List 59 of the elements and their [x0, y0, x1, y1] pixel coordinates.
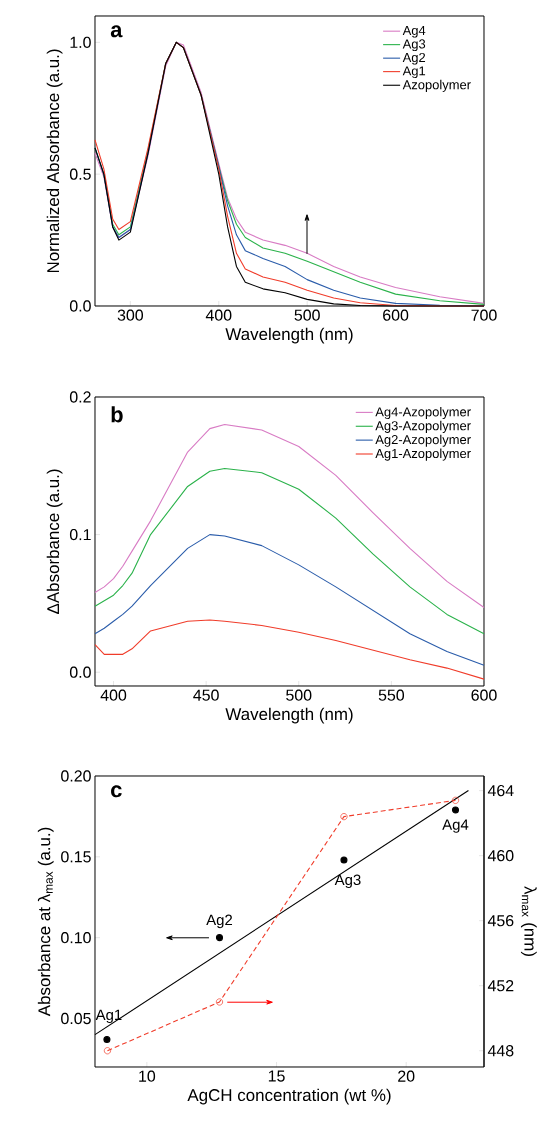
- y2-tick-label: 448: [487, 1045, 514, 1057]
- y-tick-label: 0.0: [69, 666, 91, 678]
- legend-label: Ag1: [402, 66, 426, 79]
- point: [451, 806, 460, 814]
- legend-label: Ag4: [402, 25, 426, 38]
- y2-tick-label: 456: [487, 915, 514, 927]
- x-tick-label: 550: [378, 689, 405, 701]
- x-tick-label: 20: [398, 1070, 415, 1082]
- point: [340, 856, 348, 864]
- y2-tick-label: 460: [487, 850, 514, 862]
- point: [103, 1047, 111, 1055]
- y-tick-label: 0.10: [61, 932, 91, 944]
- point: [103, 1035, 111, 1044]
- y-axis-title: Normalized Absorbance (a.u.): [46, 49, 63, 273]
- point: [215, 934, 224, 942]
- y2-tick-label: 464: [487, 784, 514, 797]
- x-tick-label: 450: [193, 689, 219, 701]
- y-tick-label: 0.05: [61, 1012, 91, 1025]
- y-tick-label: 1.0: [70, 36, 91, 48]
- y2-axis-title: λ$_{max}$ (nm): [520, 886, 537, 956]
- x-axis-title: Wavelength (nm): [225, 327, 353, 344]
- annotation: a: [110, 25, 123, 38]
- x-axis-title: Wavelength (nm): [225, 707, 353, 724]
- x-tick-label: 600: [383, 309, 409, 321]
- x-tick-label: 10: [139, 1070, 156, 1082]
- legend-label: Ag4-Azopolymer: [375, 406, 471, 420]
- y-tick-label: 0.0: [69, 300, 91, 312]
- y-tick-label: 0.1: [69, 528, 91, 541]
- point: [340, 813, 348, 821]
- legend-label: Ag2: [402, 52, 426, 65]
- annotation: b: [111, 406, 123, 423]
- y-tick-label: 0.15: [61, 851, 91, 863]
- x-tick-label: 15: [268, 1070, 285, 1082]
- legend-label: Ag2-Azopolymer: [375, 434, 471, 447]
- y-tick-label: 0.20: [61, 770, 91, 782]
- legend-label: Ag1-Azopolymer: [375, 448, 471, 461]
- annotation: Ag1: [95, 1009, 122, 1024]
- x-tick-label: 500: [294, 309, 320, 321]
- x-tick-label: 700: [471, 309, 497, 321]
- x-axis-title: AgCH concentration (wt %): [187, 1088, 391, 1105]
- point: [215, 998, 224, 1006]
- annotation: Ag3: [334, 874, 361, 889]
- annotation: Ag2: [206, 914, 233, 929]
- x-tick-label: 400: [100, 689, 127, 701]
- y2-tick-label: 452: [487, 980, 514, 992]
- y-axis-title: Absorbance at λ$_{max}$ (a.u.): [37, 827, 54, 1017]
- y-tick-label: 0.2: [69, 391, 91, 403]
- annotation: Ag4: [442, 819, 469, 833]
- x-tick-label: 500: [286, 689, 312, 701]
- x-tick-label: 400: [205, 309, 232, 321]
- legend-label: Azopolymer: [402, 79, 471, 92]
- legend-label: Ag3: [402, 39, 426, 52]
- x-tick-label: 600: [471, 689, 497, 701]
- x-tick-label: 300: [117, 309, 144, 321]
- legend-label: Ag3-Azopolymer: [375, 420, 471, 433]
- y-axis-title: ΔAbsorbance (a.u.): [46, 469, 63, 614]
- annotation: c: [111, 785, 122, 798]
- point: [451, 796, 460, 804]
- y-tick-label: 0.5: [69, 168, 91, 180]
